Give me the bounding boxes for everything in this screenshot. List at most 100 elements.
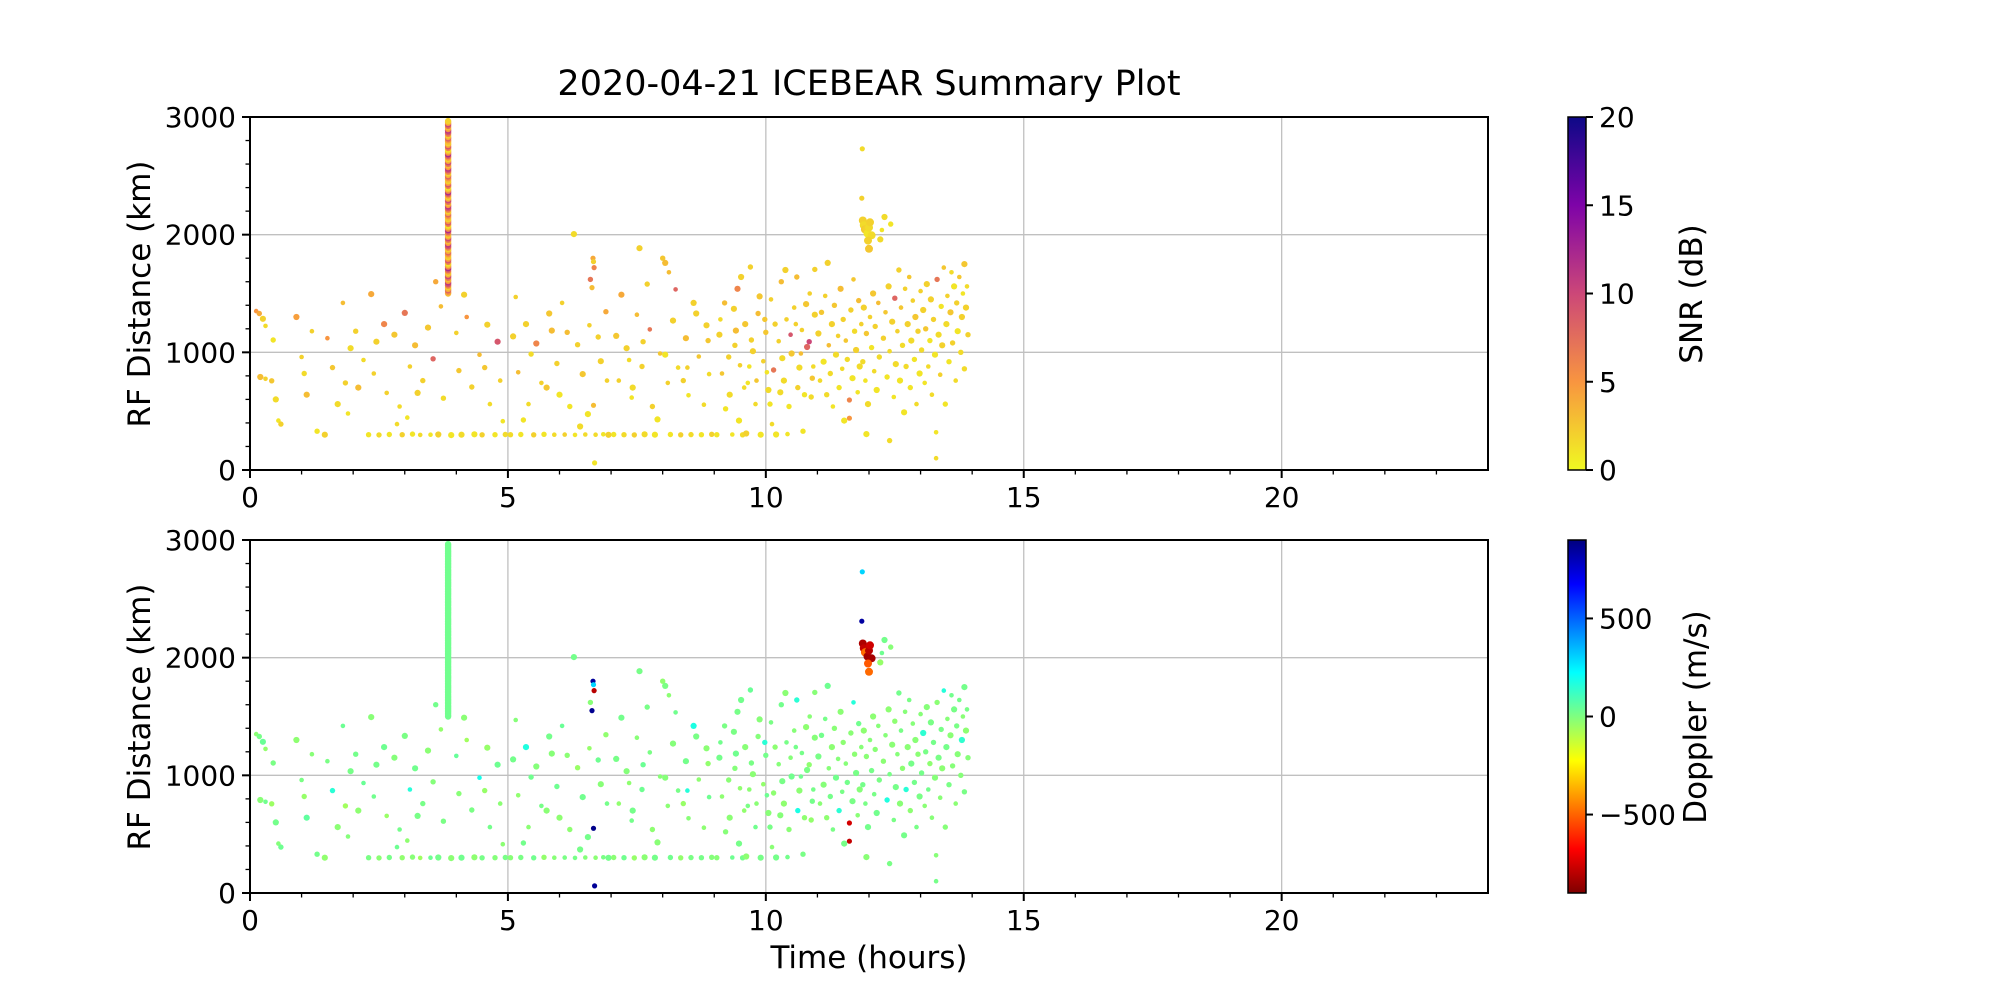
data-point [898, 305, 904, 310]
data-point [859, 744, 864, 750]
data-point [701, 402, 707, 408]
data-point [960, 291, 966, 296]
data-point [916, 370, 923, 377]
data-point [698, 432, 705, 438]
data-point [709, 854, 715, 860]
data-point [788, 755, 793, 760]
data-point [722, 829, 729, 835]
data-point [846, 415, 853, 421]
data-point [859, 618, 865, 624]
data-point [872, 746, 878, 753]
data-point [518, 854, 524, 861]
data-point [839, 789, 845, 795]
data-point [782, 266, 789, 274]
data-point [623, 345, 630, 352]
data-point [809, 375, 815, 381]
data-point [804, 766, 811, 774]
data-point [259, 738, 266, 745]
data-point [533, 763, 540, 770]
data-point [641, 431, 648, 438]
data-point [309, 328, 315, 334]
data-point [937, 795, 943, 800]
data-point [675, 788, 681, 793]
data-point [755, 733, 761, 740]
doppler-scatter-points [253, 540, 971, 889]
data-point [803, 724, 810, 731]
data-point [590, 259, 597, 265]
data-point [772, 744, 778, 750]
data-point [778, 702, 784, 708]
data-point [896, 377, 904, 384]
data-point [644, 281, 650, 287]
data-point [440, 818, 447, 824]
data-point [494, 338, 501, 345]
data-point [716, 331, 723, 338]
data-point [870, 713, 877, 720]
data-point [347, 768, 354, 775]
data-point [933, 878, 939, 884]
data-point [685, 788, 690, 793]
data-point [613, 332, 620, 339]
data-point [309, 751, 315, 757]
data-point [589, 708, 595, 714]
data-point [896, 267, 902, 273]
data-point [748, 760, 755, 766]
data-point [848, 307, 854, 313]
data-point [749, 771, 757, 778]
data-point [824, 392, 830, 398]
data-point [892, 361, 899, 368]
data-point [741, 808, 747, 813]
data-point [937, 372, 943, 378]
data-point [840, 316, 846, 323]
data-point [562, 855, 567, 860]
data-point [734, 708, 741, 715]
data-point [902, 286, 908, 292]
data-point [301, 793, 307, 800]
data-point [843, 338, 849, 343]
data-point [577, 846, 584, 853]
x-tick-label: 15 [1006, 481, 1042, 514]
data-point [815, 330, 822, 337]
data-point [879, 650, 885, 656]
data-point [613, 755, 620, 763]
data-point [299, 354, 304, 360]
data-point [299, 777, 304, 783]
data-point [726, 814, 733, 821]
data-point [763, 752, 769, 758]
data-point [811, 311, 818, 318]
data-point [844, 779, 850, 786]
data-point [899, 342, 906, 348]
data-point [662, 259, 669, 266]
data-point [399, 432, 405, 438]
data-point [444, 117, 452, 125]
data-point [934, 276, 940, 283]
data-point [631, 855, 637, 861]
data-point [722, 406, 729, 412]
data-point [583, 855, 588, 860]
data-point [592, 883, 598, 889]
data-point [696, 354, 702, 359]
data-point [685, 365, 690, 370]
doppler-colorbar-label: Doppler (m/s) [1678, 610, 1714, 823]
data-point [886, 437, 893, 444]
data-point [257, 796, 264, 804]
data-point [669, 317, 677, 324]
data-point [531, 855, 537, 861]
data-point [440, 395, 447, 401]
data-point [911, 356, 918, 363]
data-point [345, 411, 351, 416]
data-point [912, 313, 919, 321]
data-point [764, 793, 770, 798]
data-point [918, 347, 925, 353]
data-point [621, 855, 627, 861]
doppler-panel-border [249, 539, 1489, 894]
data-point [801, 392, 808, 398]
data-point [414, 389, 421, 396]
data-point [603, 309, 609, 315]
data-point [479, 432, 485, 438]
data-point [830, 404, 836, 409]
data-point [373, 761, 380, 768]
data-point [767, 401, 773, 407]
data-point [796, 364, 803, 371]
data-point [923, 326, 929, 332]
